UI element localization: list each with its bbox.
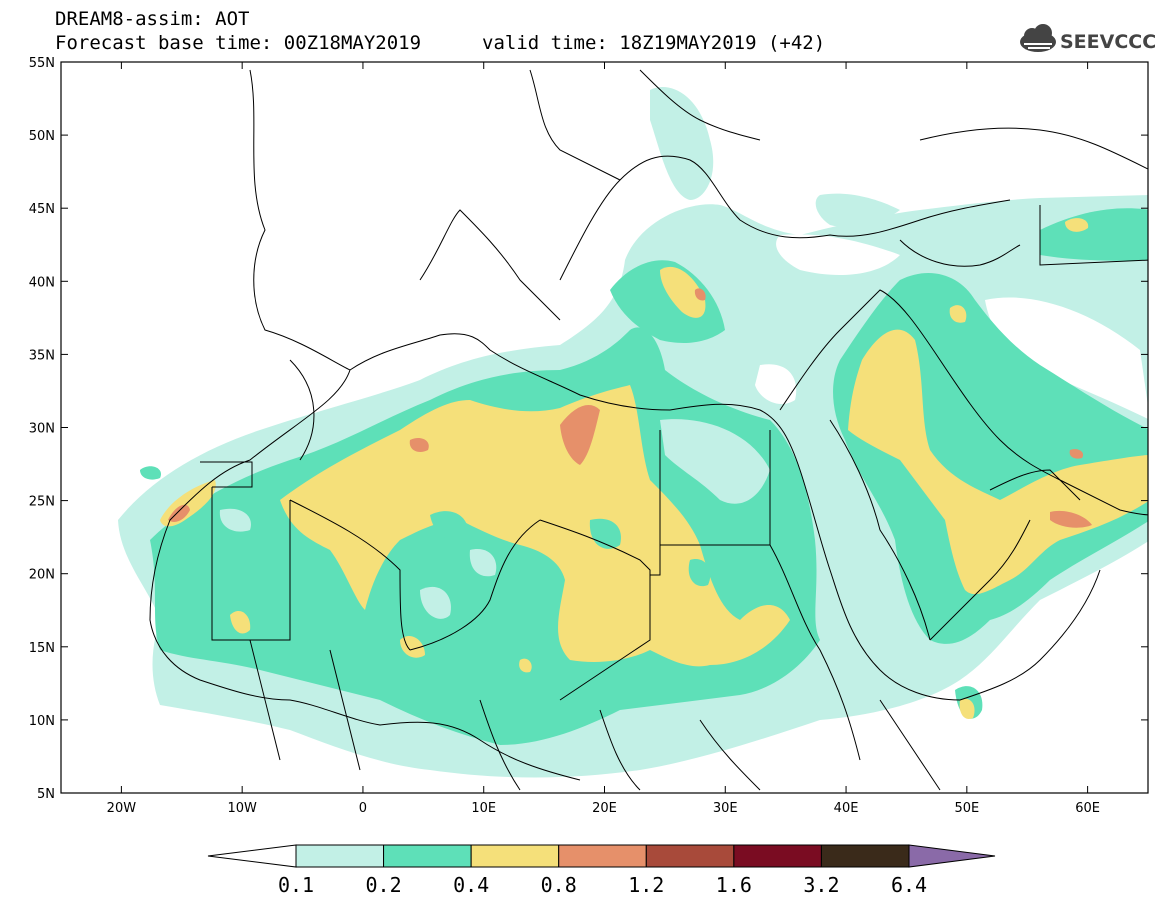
seevccc-logo: SEEVCCC [1020,24,1156,53]
lon-label: 30E [713,801,738,816]
colorbar: 0.1 0.2 0.4 0.8 1.2 1.6 3.2 6.4 [207,844,996,897]
latitude-labels: 55N 50N 45N 40N 35N 30N 25N 20N 15N 10N 5N [29,56,55,802]
lon-label: 10E [471,801,496,816]
valid-time-label: valid time: 18Z19MAY2019 (+42) [482,32,826,54]
aot-contour-0-8 [168,288,1092,528]
longitude-labels: 20W 10W 0 10E 20E 30E 40E 50E 60E [107,801,1100,816]
aot-contour-0-4 [160,218,1148,719]
colorbar-level-label: 0.2 [366,873,402,897]
lat-label: 5N [37,787,55,802]
lat-label: 35N [29,348,55,363]
lat-label: 30N [29,422,55,437]
coastlines-and-borders [149,69,1148,791]
colorbar-under-arrow [207,844,297,868]
colorbar-level-label: 0.4 [453,873,489,897]
colorbar-swatch [820,844,910,868]
lon-label: 20W [107,801,137,816]
lat-label: 40N [29,275,55,290]
colorbar-level-label: 1.2 [628,873,664,897]
colorbar-level-label: 0.1 [278,873,314,897]
aot-inner-green [430,511,711,587]
lat-label: 10N [29,714,55,729]
colorbar-swatch [733,844,822,868]
logo-text: SEEVCCC [1060,31,1156,53]
colorbar-swatch [295,844,385,868]
colorbar-level-label: 6.4 [891,873,927,897]
lat-label: 20N [29,568,55,583]
figure-title: DREAM8-assim: AOT [55,8,250,30]
colorbar-level-label: 0.8 [541,873,577,897]
aot-inner-light [219,419,770,619]
aot-field [118,69,1148,791]
lat-label: 55N [29,56,55,71]
base-time-label: Forecast base time: 00Z18MAY2019 [55,32,422,54]
colorbar-level-label: 1.6 [716,873,752,897]
lat-label: 15N [29,641,55,656]
lat-label: 25N [29,495,55,510]
lon-label: 60E [1075,801,1100,816]
colorbar-swatch [645,844,735,868]
lon-label: 40E [834,801,859,816]
colorbar-level-label: 3.2 [803,873,839,897]
axis-ticks [61,61,1148,794]
colorbar-swatch [470,844,560,868]
lat-label: 50N [29,129,55,144]
colorbar-swatch [558,844,647,868]
lat-label: 45N [29,202,55,217]
aot-holes [169,234,1148,579]
lon-label: 50E [954,801,979,816]
cloud-icon [1020,24,1056,52]
lon-label: 10W [227,801,257,816]
colorbar-over-arrow [908,844,996,868]
colorbar-swatch [383,844,472,868]
lon-label: 20E [592,801,617,816]
lon-label: 0 [359,801,367,816]
